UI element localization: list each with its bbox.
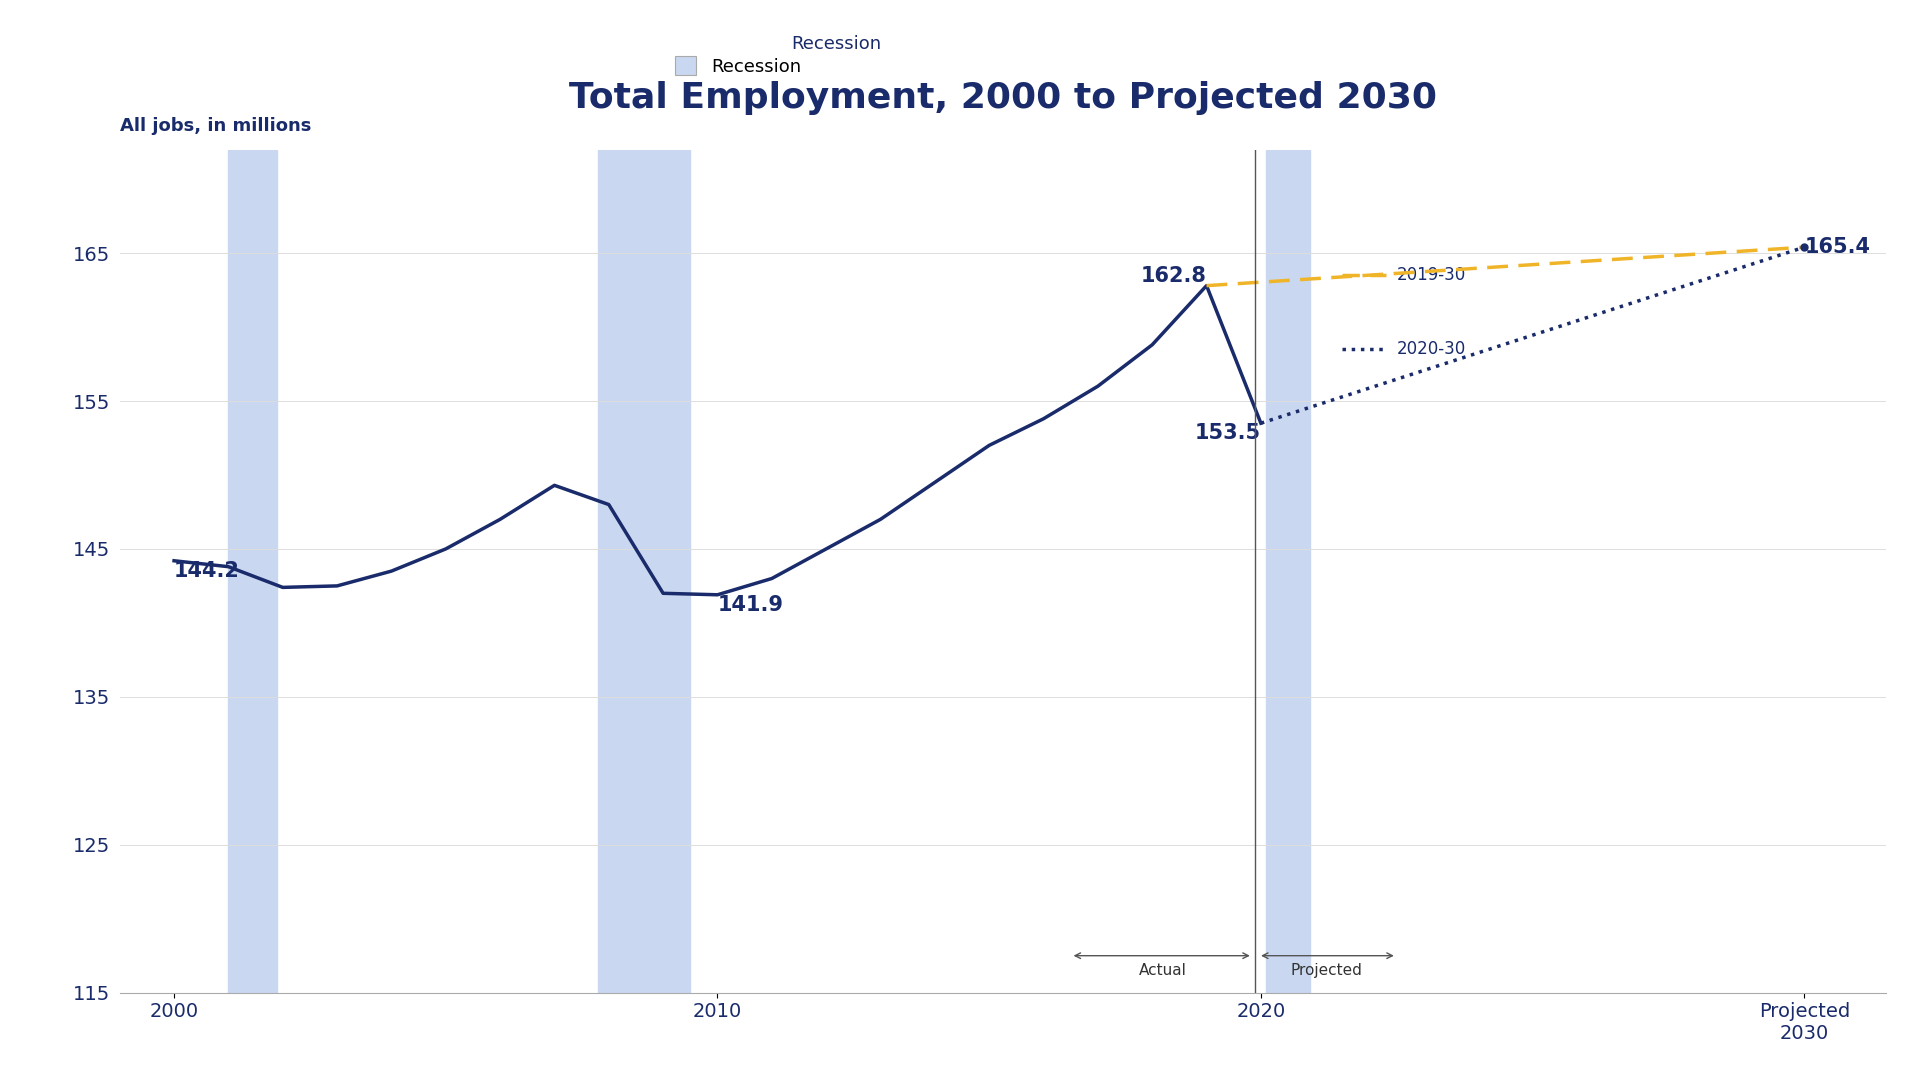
Bar bbox=[597, 149, 691, 993]
Text: 2019-30: 2019-30 bbox=[1396, 267, 1467, 284]
Legend: Recession: Recession bbox=[668, 49, 808, 83]
Bar bbox=[1267, 149, 1309, 993]
Text: 153.5: 153.5 bbox=[1194, 423, 1261, 443]
Text: Actual: Actual bbox=[1139, 963, 1187, 978]
Text: 165.4: 165.4 bbox=[1805, 238, 1870, 257]
Text: 162.8: 162.8 bbox=[1140, 266, 1206, 285]
Text: All jobs, in millions: All jobs, in millions bbox=[119, 117, 311, 135]
Title: Total Employment, 2000 to Projected 2030: Total Employment, 2000 to Projected 2030 bbox=[568, 81, 1436, 114]
Text: Recession: Recession bbox=[791, 36, 881, 53]
Text: 2020-30: 2020-30 bbox=[1396, 340, 1467, 359]
Text: 144.2: 144.2 bbox=[175, 561, 240, 581]
Text: Projected: Projected bbox=[1290, 963, 1361, 978]
Bar bbox=[228, 149, 276, 993]
Text: 141.9: 141.9 bbox=[718, 595, 783, 615]
